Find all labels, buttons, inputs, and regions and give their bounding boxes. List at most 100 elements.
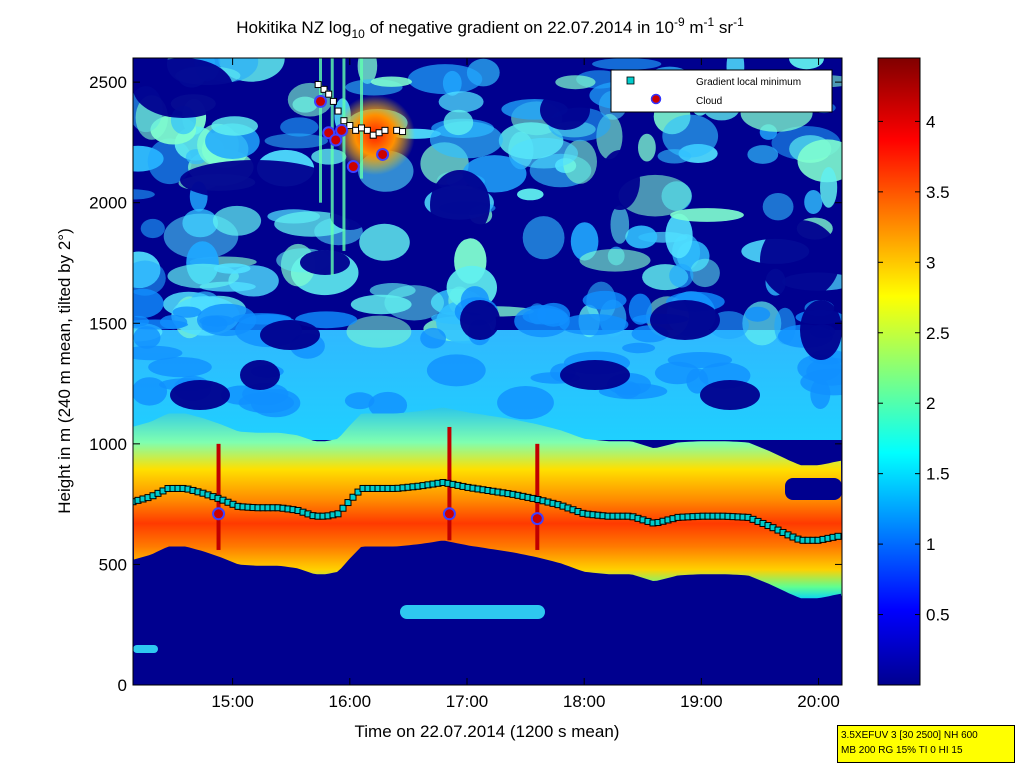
cloud-marker: [314, 94, 328, 108]
minimum-marker: [369, 131, 377, 139]
patch: [201, 316, 228, 333]
patch: [368, 391, 408, 419]
y-axis: 0 500 1000 1500 2000 2500: [89, 73, 842, 695]
patch: [344, 392, 375, 410]
colorbar-gradient: [877, 57, 921, 686]
gap: [260, 320, 320, 350]
gap: [700, 170, 760, 200]
patch: [213, 263, 251, 274]
colorbar-tick-label: 3.5: [926, 183, 950, 202]
x-tick-label: 15:00: [211, 692, 254, 711]
patch: [744, 306, 771, 322]
y-tick-label: 0: [118, 676, 127, 695]
patch: [522, 308, 568, 325]
minimum-marker: [346, 122, 354, 130]
patch: [443, 109, 474, 136]
cloud-marker: [346, 160, 360, 174]
colorbar-tick-label: 4: [926, 112, 935, 131]
patch: [800, 368, 842, 396]
patch: [582, 290, 627, 310]
cloud-marker: [329, 133, 343, 147]
gap: [460, 300, 500, 340]
colorbar-tick-label: 0.5: [926, 606, 950, 625]
colorbar-tick-label: 1.5: [926, 465, 950, 484]
patch: [133, 377, 168, 406]
settings-info-box: 3.5XEFUV 3 [30 2500] NH 600 MB 200 RG 15…: [837, 725, 1015, 763]
patch: [133, 189, 155, 200]
minimum-marker: [334, 510, 342, 518]
x-axis: 15:00 16:00 17:00 18:00 19:00 20:00: [211, 58, 840, 711]
minimum-marker: [358, 124, 366, 132]
gap: [760, 220, 840, 300]
patch: [148, 357, 212, 378]
patch: [133, 345, 183, 361]
patch: [517, 188, 544, 201]
boundary-layer-gradient-band: [133, 407, 842, 601]
patch: [438, 91, 484, 113]
minimum-marker: [354, 488, 362, 496]
patch: [133, 326, 161, 349]
minimum-marker: [325, 90, 333, 98]
patch: [662, 114, 719, 158]
minimum-marker: [320, 85, 328, 93]
gap: [650, 300, 720, 340]
gap: [300, 250, 350, 275]
gap: [560, 360, 630, 390]
gap: [430, 170, 490, 240]
patch: [264, 133, 328, 149]
patch: [762, 193, 794, 221]
legend-square-marker: [626, 76, 635, 85]
spike: [360, 58, 364, 179]
legend-circle-marker: [650, 93, 662, 105]
minimum-marker: [340, 117, 348, 125]
info-line-1: 3.5XEFUV 3 [30 2500] NH 600: [841, 730, 978, 741]
y-tick-label: 2000: [89, 194, 127, 213]
patch: [592, 58, 662, 70]
patch: [559, 314, 629, 336]
patch: [657, 149, 692, 164]
minimum-marker: [381, 126, 389, 134]
colorbar-tick-label: 1: [926, 535, 935, 554]
patch: [820, 167, 838, 208]
gap: [240, 360, 280, 390]
gradient-local-minimum-markers: [133, 81, 842, 544]
patch: [426, 354, 486, 387]
patch: [622, 342, 656, 354]
patch: [346, 315, 412, 348]
legend-label-cloud: Cloud: [696, 96, 722, 107]
patch: [359, 223, 410, 261]
patch: [211, 116, 258, 136]
cloud-marker: [212, 507, 226, 521]
patch: [370, 76, 412, 87]
patch: [570, 222, 599, 261]
patch: [172, 306, 202, 318]
patch: [670, 208, 744, 222]
colorbar: 0.5 1 1.5 2 2.5 3 3.5 4: [877, 57, 950, 686]
x-tick-label: 18:00: [563, 692, 606, 711]
minimum-marker: [399, 128, 407, 136]
cloud-marker: [530, 512, 544, 526]
y-tick-label: 1000: [89, 435, 127, 454]
patch: [407, 64, 483, 95]
patch: [804, 190, 823, 214]
patch: [369, 283, 416, 298]
minimum-marker: [339, 504, 347, 512]
minimum-marker: [349, 493, 357, 501]
colorbar-tick-label: 2: [926, 394, 935, 413]
cloud-marker: [376, 147, 390, 161]
cloud-marker: [335, 123, 349, 137]
patch: [747, 145, 779, 164]
minimum-marker: [363, 126, 371, 134]
low-level-feature-1: [400, 605, 545, 619]
patch: [295, 311, 358, 329]
plot-area: [133, 58, 842, 685]
colorbar-ticks: 0.5 1 1.5 2 2.5 3 3.5 4: [878, 112, 950, 625]
colorbar-tick-label: 3: [926, 253, 935, 272]
patch: [690, 258, 720, 288]
y-tick-label: 1500: [89, 314, 127, 333]
patch: [555, 75, 596, 90]
patch: [510, 137, 578, 169]
patch: [212, 205, 262, 236]
low-level-feature-2: [133, 645, 158, 653]
